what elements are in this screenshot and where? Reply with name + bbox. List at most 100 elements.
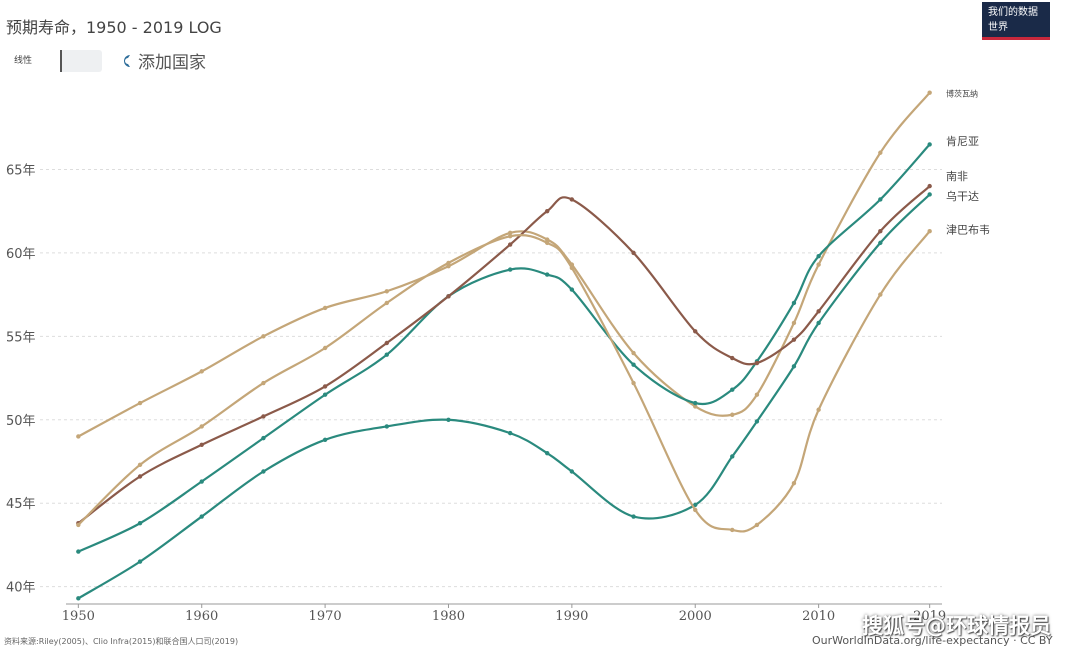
- data-point: [631, 350, 636, 356]
- data-point: [544, 240, 550, 246]
- data-point: [791, 364, 797, 369]
- owid-logo[interactable]: 我们的数据世界: [982, 2, 1050, 40]
- data-point: [384, 424, 389, 429]
- data-point: [730, 387, 735, 392]
- data-point: [76, 596, 81, 601]
- data-point: [137, 521, 143, 526]
- add-country-button[interactable]: 添加国家: [120, 48, 206, 73]
- x-tick-label: 2000: [679, 609, 712, 624]
- data-point: [569, 265, 575, 271]
- data-point: [76, 522, 81, 528]
- data-point: [384, 352, 389, 357]
- data-point: [507, 242, 513, 247]
- data-point: [322, 305, 328, 311]
- data-point: [446, 260, 451, 266]
- add-country-icon: [124, 54, 130, 67]
- series-label: 肯尼亚: [946, 135, 979, 148]
- data-point: [878, 292, 883, 297]
- data-point: [816, 254, 821, 259]
- series-label: 南非: [946, 170, 968, 183]
- credit-link[interactable]: OurWorldInData.org/life-expectancy · CC …: [812, 634, 1053, 647]
- data-point: [791, 337, 797, 342]
- data-point: [569, 197, 575, 202]
- data-point: [384, 340, 389, 346]
- data-point: [816, 320, 821, 326]
- data-point: [730, 454, 735, 459]
- data-point: [754, 522, 760, 528]
- data-point: [569, 469, 575, 474]
- data-point: [569, 287, 575, 292]
- data-point: [261, 469, 266, 474]
- data-point: [730, 412, 735, 417]
- data-point: [693, 507, 698, 513]
- data-point: [261, 380, 266, 386]
- data-point: [631, 250, 636, 256]
- data-point: [693, 404, 698, 409]
- series-label: 博茨瓦纳: [946, 89, 978, 99]
- data-point: [816, 262, 821, 267]
- data-point: [693, 400, 698, 406]
- data-point: [878, 240, 883, 246]
- y-tick-label: 45年: [6, 497, 36, 512]
- data-point: [76, 434, 81, 439]
- x-tick-label: 2010: [802, 609, 835, 624]
- data-point: [446, 264, 451, 269]
- data-point: [199, 514, 204, 519]
- data-point: [544, 208, 550, 214]
- data-point: [631, 362, 636, 367]
- data-point: [384, 289, 389, 294]
- y-tick-label: 40年: [6, 581, 36, 596]
- data-point: [544, 272, 550, 277]
- data-point: [544, 237, 550, 242]
- series-line: [77, 143, 931, 553]
- series-line: [77, 91, 931, 438]
- data-point: [631, 380, 636, 386]
- data-point: [199, 369, 204, 374]
- data-point: [137, 474, 143, 479]
- data-point: [199, 424, 204, 429]
- data-point: [754, 419, 760, 424]
- data-point: [927, 142, 932, 147]
- scale-toggle[interactable]: 线性: [4, 50, 102, 72]
- data-point: [693, 329, 698, 334]
- data-point: [199, 442, 204, 447]
- data-point: [878, 197, 883, 202]
- x-tick-label: 1980: [432, 609, 465, 624]
- data-point: [261, 435, 266, 441]
- data-point: [137, 462, 143, 468]
- data-point: [631, 514, 636, 519]
- data-point: [816, 309, 821, 314]
- series-line: [77, 230, 931, 533]
- series-line: [77, 193, 931, 600]
- series-line: [77, 185, 931, 525]
- data-point: [261, 334, 266, 339]
- data-point: [322, 384, 328, 389]
- data-point: [816, 407, 821, 412]
- data-point: [927, 228, 932, 234]
- x-tick-label: 1950: [62, 609, 95, 624]
- y-tick-label: 55年: [6, 330, 36, 345]
- series-label: 津巴布韦: [946, 224, 990, 237]
- data-point: [878, 228, 883, 234]
- series-label: 乌干达: [946, 189, 979, 203]
- data-point: [322, 437, 328, 442]
- y-tick-label: 50年: [6, 414, 36, 429]
- data-point: [927, 192, 932, 197]
- data-point: [927, 90, 932, 95]
- data-point: [507, 430, 513, 436]
- data-point: [507, 230, 513, 236]
- data-point: [754, 392, 760, 397]
- data-point: [730, 355, 735, 361]
- data-point: [791, 300, 797, 306]
- data-point: [76, 549, 81, 554]
- y-tick-label: 65年: [6, 163, 36, 178]
- data-point: [446, 417, 451, 422]
- linear-scale-option[interactable]: 线性: [4, 50, 62, 72]
- data-point: [137, 559, 143, 564]
- data-point: [693, 502, 698, 508]
- data-point: [261, 414, 266, 419]
- data-point: [507, 233, 513, 239]
- x-tick-label: 1960: [185, 609, 218, 624]
- data-point: [878, 150, 883, 155]
